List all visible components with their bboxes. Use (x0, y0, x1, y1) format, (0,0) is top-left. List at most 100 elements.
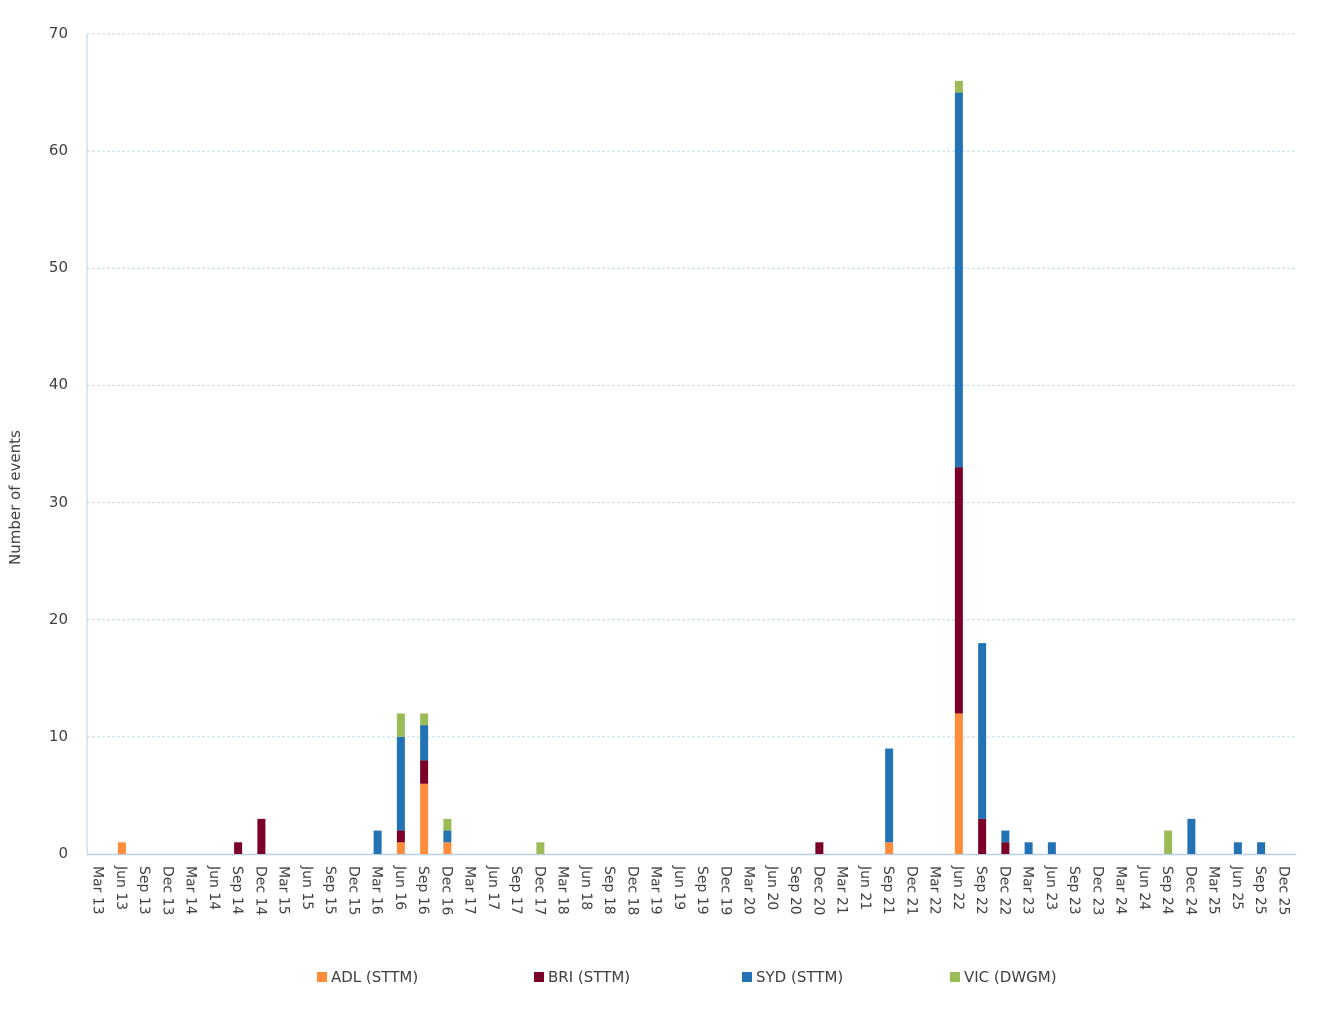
bar-segment (117, 842, 126, 854)
bar-segment (978, 818, 987, 854)
x-tick-label: Mar 24 (1112, 866, 1129, 915)
bar-segment (420, 783, 429, 854)
bar-segment (396, 842, 405, 854)
y-tick-label: 40 (48, 375, 68, 394)
y-tick-label: 50 (48, 258, 68, 277)
bar-segment (885, 748, 894, 843)
bar-segment (420, 713, 429, 726)
x-tick-label: Sep 21 (880, 866, 897, 915)
x-tick-label: Dec 15 (345, 866, 362, 916)
bar-segment (1001, 842, 1010, 854)
x-tick-label: Dec 25 (1275, 866, 1292, 916)
bar-segment (373, 830, 382, 854)
x-tick-label: Mar 25 (1205, 866, 1222, 915)
legend-label: BRI (STTM) (548, 968, 631, 986)
bar-segment (1164, 830, 1173, 854)
x-tick-label: Jun 21 (856, 866, 873, 911)
x-tick-label: Mar 18 (554, 866, 571, 915)
bar-segment (954, 467, 963, 714)
bar-segment (1024, 842, 1033, 854)
bar-segment (536, 842, 545, 854)
bar-segment (978, 643, 987, 819)
y-tick-label: 0 (58, 844, 68, 862)
x-tick-label: Dec 24 (1182, 866, 1199, 916)
legend-label: ADL (STTM) (331, 968, 419, 986)
x-tick-label: Sep 25 (1252, 866, 1269, 915)
x-tick-label: Mar 22 (926, 866, 943, 915)
x-tick-label: Sep 15 (322, 866, 339, 915)
x-tick-label: Jun 18 (577, 866, 594, 911)
bar-segment (396, 830, 405, 843)
x-tick-label: Dec 17 (531, 866, 548, 916)
x-tick-label: Mar 21 (833, 866, 850, 915)
y-tick-label: 20 (48, 609, 68, 628)
x-tick-label: Jun 25 (1228, 866, 1245, 911)
bar-segment (954, 92, 963, 468)
x-tick-label: Dec 16 (438, 866, 455, 916)
bar-segment (954, 80, 963, 93)
x-tick-label: Sep 13 (136, 866, 153, 915)
x-tick-label: Sep 17 (508, 866, 525, 915)
y-tick-label: 60 (48, 141, 68, 160)
legend-item: VIC (DWGM) (950, 968, 1057, 986)
legend-swatch-icon (742, 972, 752, 982)
bar-segment (443, 830, 452, 843)
legend-item: ADL (STTM) (317, 968, 418, 986)
x-tick-label: Dec 14 (252, 866, 269, 916)
y-tick-label: 70 (48, 24, 68, 42)
legend-swatch-icon (317, 972, 327, 982)
bar-segment (954, 713, 963, 854)
y-axis-label: Number of events (6, 430, 24, 565)
x-tick-label: Jun 14 (205, 866, 222, 911)
x-tick-label: Dec 21 (903, 866, 920, 916)
legend-item: BRI (STTM) (534, 968, 630, 986)
x-tick-label: Sep 20 (787, 866, 804, 915)
legend-swatch-icon (534, 972, 544, 982)
legend-label: SYD (STTM) (756, 968, 844, 986)
y-tick-label: 10 (48, 726, 68, 745)
x-tick-label: Sep 23 (1066, 866, 1083, 915)
x-tick-label: Dec 20 (810, 866, 827, 916)
bar-segment (1233, 842, 1242, 854)
bar-segment (443, 842, 452, 854)
x-tick-label: Jun 13 (112, 866, 129, 911)
x-tick-label: Dec 18 (624, 866, 641, 916)
x-tick-label: Mar 13 (89, 866, 106, 915)
bar-segment (420, 760, 429, 784)
x-tick-label: Dec 23 (1089, 866, 1106, 916)
x-tick-label: Jun 17 (484, 866, 501, 911)
x-tick-label: Jun 15 (298, 866, 315, 911)
chart-legend: ADL (STTM) BRI (STTM) SYD (STTM) VIC (DWGM) (0, 968, 1330, 990)
bar-segment (420, 725, 429, 761)
x-tick-label: Sep 14 (229, 866, 246, 915)
legend-swatch-icon (950, 972, 960, 982)
x-tick-label: Jun 22 (949, 866, 966, 911)
x-tick-label: Mar 19 (647, 866, 664, 915)
x-tick-label: Mar 15 (275, 866, 292, 915)
x-tick-label: Jun 19 (670, 866, 687, 911)
bar-segment (234, 842, 243, 854)
bar-segment (1257, 842, 1266, 854)
x-tick-label: Mar 14 (182, 866, 199, 915)
x-tick-label: Mar 16 (368, 866, 385, 915)
y-tick-label: 30 (48, 492, 68, 511)
x-tick-label: Sep 18 (601, 866, 618, 915)
bar-segment (1047, 842, 1056, 854)
x-tick-label: Mar 20 (740, 866, 757, 915)
x-tick-label: Jun 20 (763, 866, 780, 911)
x-tick-label: Sep 16 (415, 866, 432, 915)
legend-label: VIC (DWGM) (964, 968, 1057, 986)
x-tick-label: Mar 17 (461, 866, 478, 915)
x-tick-label: Dec 22 (996, 866, 1013, 916)
bar-segment (1001, 830, 1010, 843)
x-tick-label: Sep 22 (973, 866, 990, 915)
bar-segment (396, 713, 405, 737)
bar-segment (1187, 818, 1196, 854)
x-tick-label: Mar 23 (1019, 866, 1036, 915)
legend-item: SYD (STTM) (742, 968, 843, 986)
x-tick-label: Sep 24 (1159, 866, 1176, 915)
bar-segment (396, 736, 405, 831)
x-tick-label: Dec 19 (717, 866, 734, 916)
